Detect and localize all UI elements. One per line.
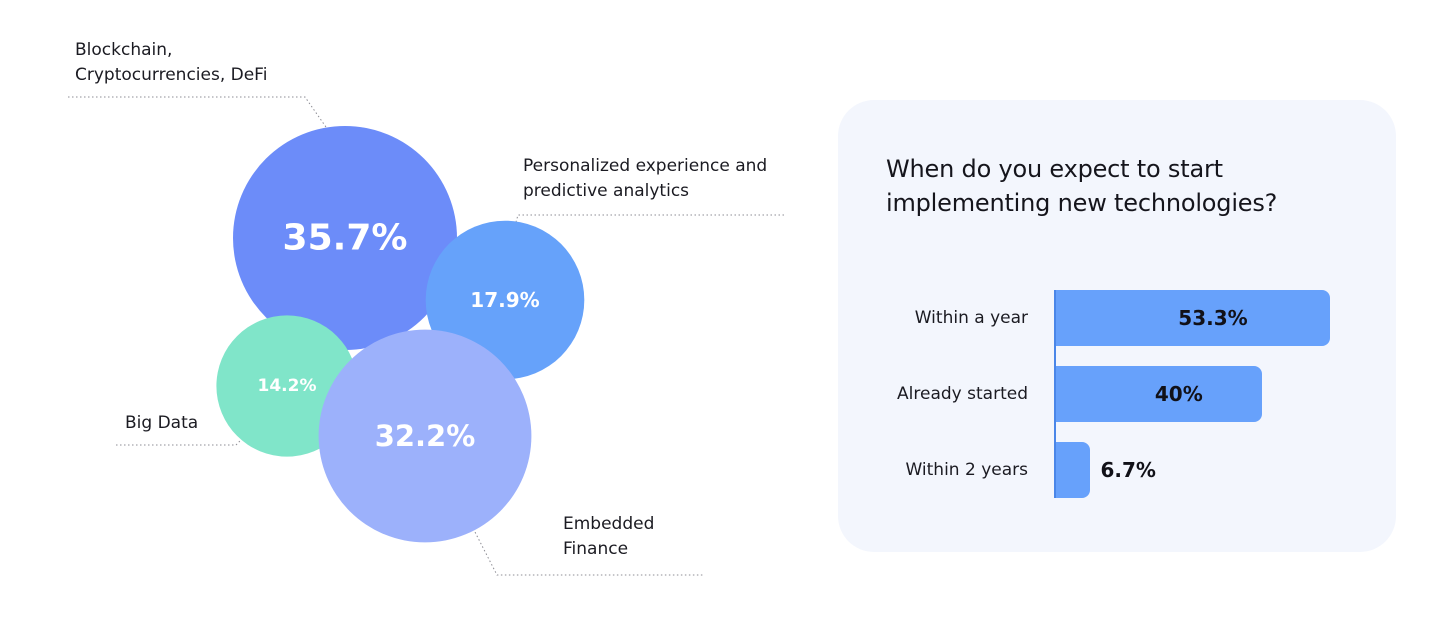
bubble-label-big-data: Big Data: [125, 413, 198, 433]
bar-chart-title: When do you expect to start implementing…: [886, 155, 1278, 217]
bubble-blockchain-cryptocurrencies-defi: [233, 126, 457, 350]
survey-card: When do you expect to start implementing…: [838, 100, 1396, 552]
bubble-label-embedded-finance: Embedded Finance: [563, 514, 654, 559]
bar-within-2-years: [1056, 442, 1091, 498]
bar-label-within-2-years: Within 2 years: [905, 460, 1028, 480]
bubble-label-personalized-experience-and-predictive-analytics: Personalized experience and predictive an…: [523, 156, 767, 201]
bar-within-a-year: [1056, 290, 1330, 346]
bubble-embedded-finance: [318, 329, 532, 543]
bubble-value-personalized-experience-and-predictive-analytics: 17.9%: [470, 288, 539, 312]
bar-row-already-started: Already started 40%: [838, 366, 1396, 422]
bubble-labels-group: Blockchain, Cryptocurrencies, DeFi Persona…: [75, 40, 767, 559]
leader-line-embedded-finance: [454, 492, 703, 576]
bubble-value-blockchain-cryptocurrencies-defi: 35.7%: [283, 218, 408, 259]
bar-value-already-started: 40%: [1154, 382, 1203, 406]
bubbles-group: 35.7% 17.9% 14.2% 32.2%: [216, 126, 585, 543]
bar-already-started: [1056, 366, 1262, 422]
bar-value-within-a-year: 53.3%: [1178, 306, 1248, 330]
bar-label-already-started: Already started: [897, 384, 1028, 404]
bubble-value-big-data: 14.2%: [258, 376, 317, 396]
bubble-chart: 35.7% 17.9% 14.2% 32.2% Blockchain, Cryptocu…: [68, 40, 784, 576]
bar-row-within-2-years: Within 2 years 6.7%: [838, 442, 1396, 498]
bar-row-within-a-year: Within a year 53.3%: [838, 290, 1396, 346]
bubble-label-blockchain-cryptocurrencies-defi: Blockchain, Cryptocurrencies, DeFi: [75, 40, 267, 85]
bubble-value-embedded-finance: 32.2%: [375, 419, 476, 453]
bar-value-within-2-years: 6.7%: [1100, 458, 1156, 482]
bar-label-within-a-year: Within a year: [914, 308, 1028, 328]
leader-line-personalized-experience-and-predictive-analytics: [499, 214, 784, 279]
bar-axis-line: [1054, 290, 1056, 498]
